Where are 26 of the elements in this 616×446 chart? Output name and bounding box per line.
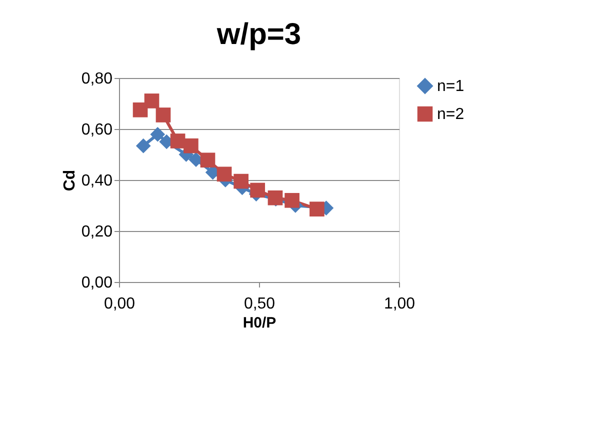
point bbox=[234, 174, 248, 189]
legend-label: n=1 bbox=[437, 78, 464, 95]
point bbox=[184, 138, 198, 154]
point bbox=[284, 192, 300, 208]
point bbox=[310, 202, 324, 216]
point bbox=[156, 108, 171, 122]
y-axis-title: Cd bbox=[61, 170, 78, 192]
point bbox=[216, 166, 232, 182]
point bbox=[170, 134, 186, 148]
point bbox=[144, 94, 160, 108]
point bbox=[150, 126, 166, 142]
x-tick-label: 0,00 bbox=[104, 296, 136, 312]
point bbox=[136, 138, 151, 154]
point bbox=[132, 102, 148, 118]
chart-title: w/p=3 bbox=[216, 18, 302, 51]
y-tick-label: 0,80 bbox=[81, 70, 113, 88]
point bbox=[250, 182, 266, 198]
legend-label: n=2 bbox=[437, 106, 464, 123]
x-tick-label: 1,00 bbox=[384, 296, 416, 312]
y-tick-label: 0,40 bbox=[81, 172, 113, 190]
point bbox=[200, 152, 216, 168]
y-tick-label: 0,20 bbox=[81, 224, 113, 240]
x-tick-label: 0,50 bbox=[244, 296, 276, 312]
x-axis-title: H0/P bbox=[242, 314, 276, 332]
y-tick-label: 0,60 bbox=[81, 122, 113, 138]
y-tick-label: 0,00 bbox=[81, 274, 113, 292]
